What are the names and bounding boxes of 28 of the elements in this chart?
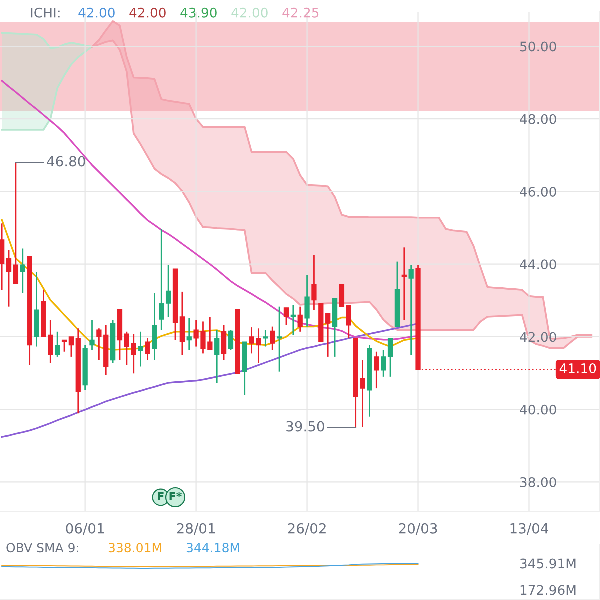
- annotation: 42.25: [282, 8, 319, 18]
- ref-line-label: 41.10: [560, 364, 596, 374]
- x-tick-label: 26/02: [288, 523, 326, 535]
- annotation: F*: [170, 492, 182, 501]
- annotation: 42.00: [232, 8, 268, 18]
- y-tick-label: 345.91M: [520, 558, 576, 569]
- annotation: OBV SMA 9:: [6, 543, 78, 553]
- y-tick-label: 46.00: [520, 186, 556, 197]
- annotation: 39.50: [286, 421, 324, 432]
- y-tick-label: 42.00: [520, 332, 556, 342]
- y-tick-label: 40.00: [520, 404, 556, 415]
- x-tick-label: 20/03: [399, 523, 438, 535]
- x-tick-label: 06/01: [66, 523, 104, 535]
- annotation: 338.01M: [108, 543, 162, 553]
- annotation: 43.90: [180, 8, 217, 18]
- annotation: 42.00: [130, 8, 166, 18]
- y-tick-label: 48.00: [520, 114, 556, 124]
- y-tick-label: 44.00: [520, 260, 556, 270]
- y-tick-label: 172.96M: [520, 585, 576, 596]
- annotation: ICHI:: [31, 8, 60, 18]
- y-tick-label: 50.00: [520, 42, 556, 52]
- x-tick-label: 13/04: [510, 523, 548, 535]
- x-tick-label: 28/01: [177, 523, 216, 535]
- annotation: 46.80: [47, 156, 86, 167]
- annotation: F: [158, 492, 164, 501]
- annotation: 344.18M: [186, 543, 240, 553]
- y-tick-label: 38.00: [520, 477, 556, 488]
- annotation: 42.00: [78, 8, 115, 18]
